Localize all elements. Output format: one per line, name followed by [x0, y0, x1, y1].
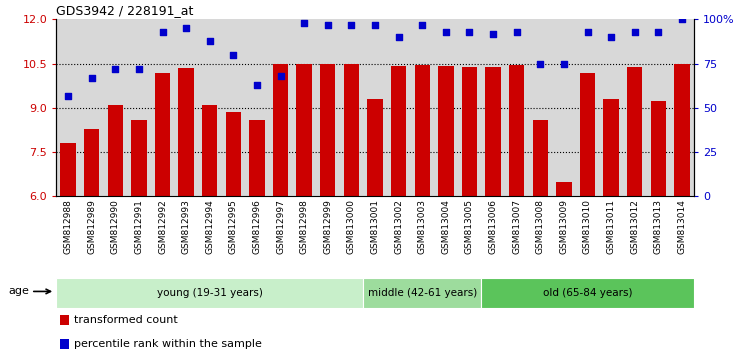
Text: GSM813013: GSM813013 [654, 199, 663, 254]
Text: percentile rank within the sample: percentile rank within the sample [74, 339, 261, 349]
Bar [61, 143, 76, 196]
Bar [56, 278, 363, 308]
Text: GSM813011: GSM813011 [607, 199, 616, 254]
Bar [363, 278, 482, 308]
Bar [178, 68, 194, 196]
Bar [320, 64, 335, 196]
Text: GSM813012: GSM813012 [630, 199, 639, 254]
Text: age: age [8, 286, 29, 296]
Bar [415, 65, 430, 196]
Point [369, 22, 381, 28]
Text: GSM813006: GSM813006 [488, 199, 497, 254]
Point [440, 29, 452, 35]
Text: old (65-84 years): old (65-84 years) [543, 288, 632, 298]
Bar [249, 120, 265, 196]
Point [511, 29, 523, 35]
Text: GSM812994: GSM812994 [206, 199, 214, 254]
Bar [651, 101, 666, 196]
Text: GSM812999: GSM812999 [323, 199, 332, 254]
Point [558, 61, 570, 67]
Bar [391, 66, 406, 196]
Text: GSM813009: GSM813009 [560, 199, 568, 254]
Point [298, 20, 310, 26]
Text: GSM812990: GSM812990 [111, 199, 120, 254]
Text: GSM812993: GSM812993 [182, 199, 190, 254]
Text: GSM812992: GSM812992 [158, 199, 167, 254]
Point [605, 34, 617, 40]
Bar [226, 113, 241, 196]
Point [322, 22, 334, 28]
Point [464, 29, 476, 35]
Bar [556, 182, 572, 196]
Text: GSM812989: GSM812989 [87, 199, 96, 254]
Point [628, 29, 640, 35]
Point [62, 93, 74, 98]
Text: transformed count: transformed count [74, 315, 177, 325]
Text: GSM812997: GSM812997 [276, 199, 285, 254]
Bar [107, 105, 123, 196]
Bar [368, 99, 382, 196]
Point [204, 38, 216, 44]
Bar [60, 315, 69, 325]
Bar [485, 67, 501, 196]
Text: GSM813003: GSM813003 [418, 199, 427, 254]
Text: GDS3942 / 228191_at: GDS3942 / 228191_at [56, 4, 194, 17]
Point [180, 25, 192, 31]
Point [346, 22, 358, 28]
Text: GSM813008: GSM813008 [536, 199, 544, 254]
Text: GSM812991: GSM812991 [134, 199, 143, 254]
Bar [604, 99, 619, 196]
Bar [509, 65, 524, 196]
Bar [344, 64, 359, 196]
Point [86, 75, 98, 81]
Point [133, 66, 145, 72]
Text: GSM813004: GSM813004 [441, 199, 450, 254]
Text: GSM812996: GSM812996 [253, 199, 262, 254]
Point [534, 61, 546, 67]
Bar [131, 120, 146, 196]
Text: GSM812998: GSM812998 [300, 199, 309, 254]
Text: middle (42-61 years): middle (42-61 years) [368, 288, 477, 298]
Point [251, 82, 263, 88]
Bar [627, 67, 643, 196]
Text: GSM813002: GSM813002 [394, 199, 403, 254]
Text: GSM813000: GSM813000 [347, 199, 356, 254]
Point [416, 22, 428, 28]
Point [274, 73, 286, 79]
Text: GSM813007: GSM813007 [512, 199, 521, 254]
Text: GSM812995: GSM812995 [229, 199, 238, 254]
Text: GSM813005: GSM813005 [465, 199, 474, 254]
Text: GSM813010: GSM813010 [583, 199, 592, 254]
Text: GSM812988: GSM812988 [64, 199, 73, 254]
Bar [273, 64, 288, 196]
Point [110, 66, 122, 72]
Point [581, 29, 593, 35]
Bar [202, 105, 217, 196]
Text: GSM813014: GSM813014 [677, 199, 686, 254]
Bar [482, 278, 694, 308]
Bar [154, 73, 170, 196]
Point [652, 29, 664, 35]
Bar [296, 64, 312, 196]
Text: GSM813001: GSM813001 [370, 199, 380, 254]
Bar [84, 129, 99, 196]
Bar [462, 67, 477, 196]
Bar [532, 120, 548, 196]
Bar [674, 64, 689, 196]
Point [157, 29, 169, 35]
Bar [60, 339, 69, 349]
Point [392, 34, 404, 40]
Point [676, 17, 688, 22]
Point [227, 52, 239, 58]
Bar [580, 73, 596, 196]
Point [487, 31, 499, 36]
Text: young (19-31 years): young (19-31 years) [157, 288, 262, 298]
Bar [438, 66, 454, 196]
